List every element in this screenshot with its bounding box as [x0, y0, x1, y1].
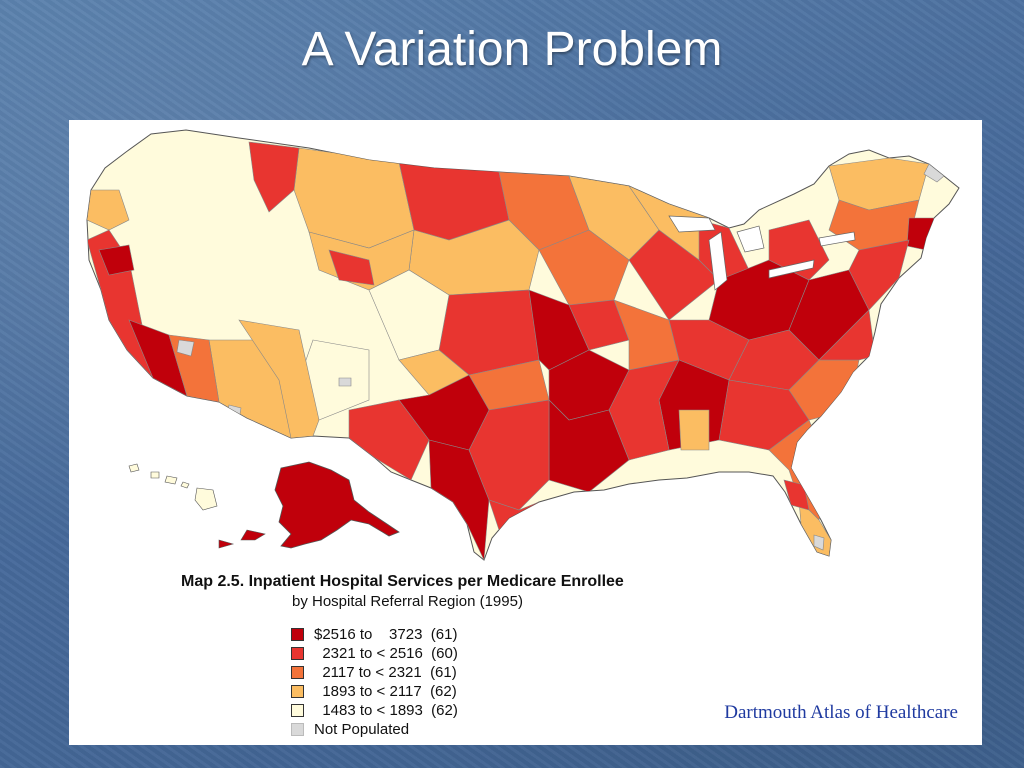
hrr-regions [87, 141, 945, 560]
hawaii [128, 463, 218, 511]
map-figure: Map 2.5. Inpatient Hospital Services per… [69, 120, 982, 745]
legend-label: 2117 to < 2321 (61) [314, 664, 457, 681]
map-legend: $2516 to 3723 (61) 2321 to < 2516 (60) 2… [291, 625, 458, 739]
legend-swatch [291, 628, 304, 641]
legend-item: 1483 to < 1893 (62) [291, 701, 458, 720]
legend-label: 2321 to < 2516 (60) [314, 645, 458, 662]
legend-label: Not Populated [314, 721, 410, 738]
legend-swatch [291, 704, 304, 717]
us-hrr-map [86, 129, 960, 561]
legend-item: 2117 to < 2321 (61) [291, 663, 458, 682]
legend-item: 1893 to < 2117 (62) [291, 682, 458, 701]
legend-item: Not Populated [291, 720, 458, 739]
slide-title: A Variation Problem [301, 23, 723, 76]
source-credit: Dartmouth Atlas of Healthcare [724, 702, 958, 723]
legend-swatch [291, 666, 304, 679]
legend-swatch [291, 647, 304, 660]
legend-label: $2516 to 3723 (61) [314, 626, 458, 643]
legend-label: 1893 to < 2117 (62) [314, 683, 457, 700]
caption-subtitle: by Hospital Referral Region (1995) [292, 593, 523, 610]
legend-item: $2516 to 3723 (61) [291, 625, 458, 644]
caption-title: Map 2.5. Inpatient Hospital Services per… [181, 573, 624, 590]
legend-label: 1483 to < 1893 (62) [314, 702, 458, 719]
legend-item: 2321 to < 2516 (60) [291, 644, 458, 663]
legend-swatch [291, 723, 304, 736]
alaska [274, 461, 400, 549]
legend-swatch [291, 685, 304, 698]
map-caption: Map 2.5. Inpatient Hospital Services per… [181, 572, 624, 611]
